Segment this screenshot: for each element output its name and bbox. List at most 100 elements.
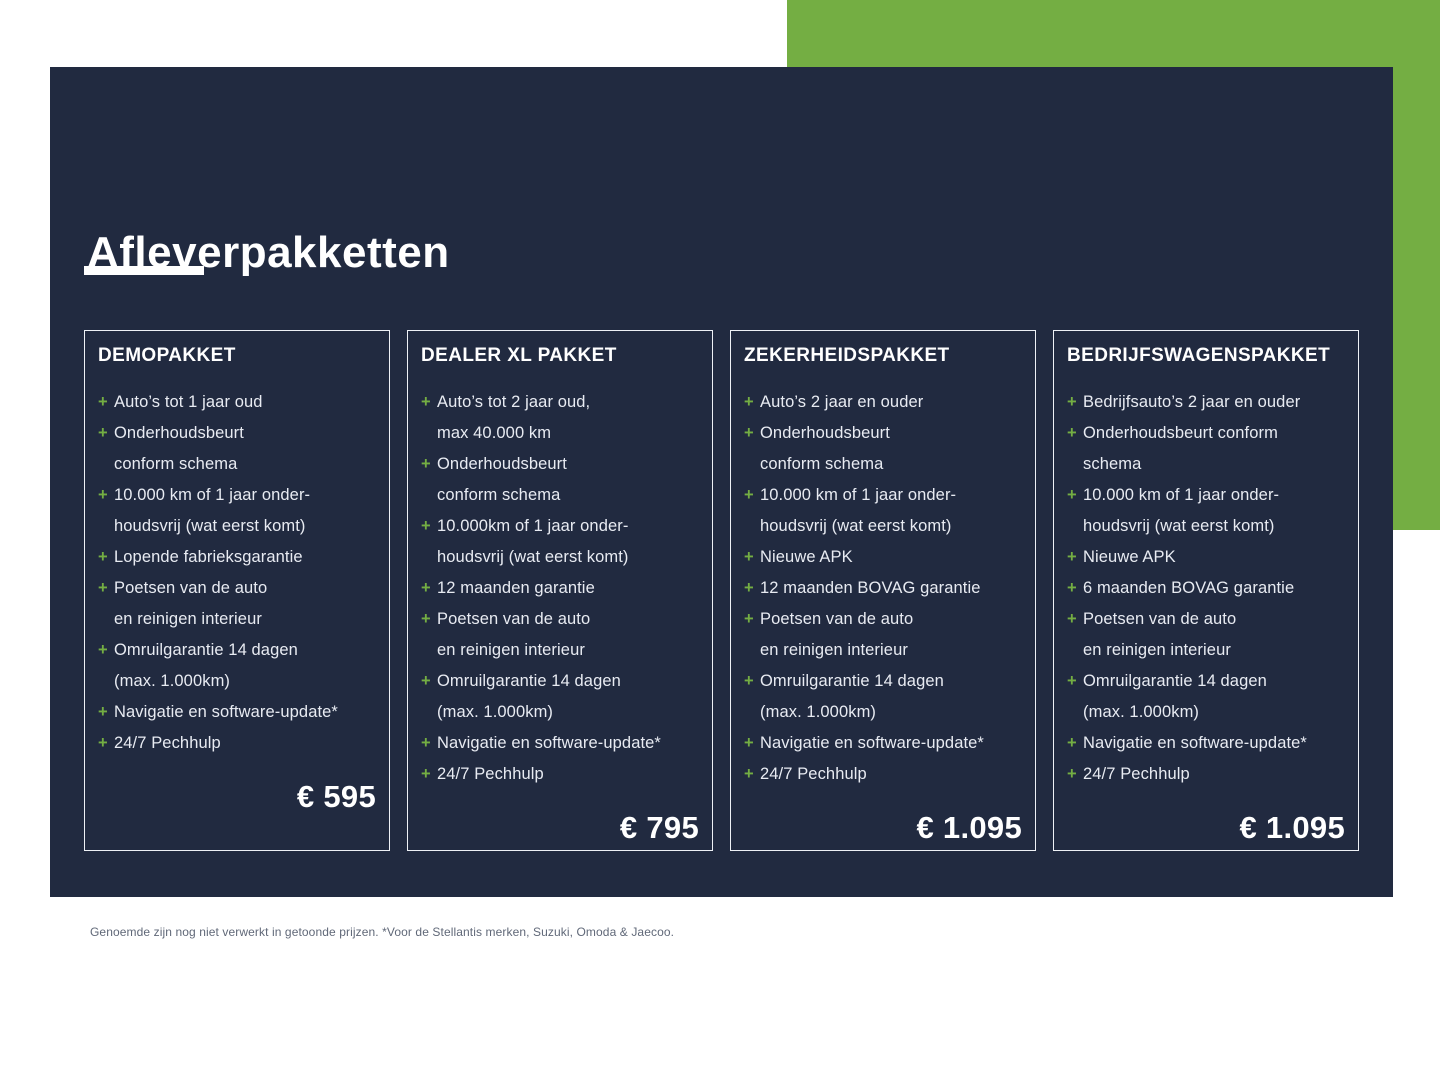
feature-text: Nieuwe APK [760,548,853,566]
feature-item: + Lopende fabrieksgarantie [98,542,376,573]
feature-text: Navigatie en software-update* [114,703,338,721]
plus-icon: + [1067,734,1077,752]
plus-icon: + [98,641,108,659]
plus-icon: + [421,765,431,783]
feature-list: + Bedrijfsauto’s 2 jaar en ouder + Onderho… [1067,387,1345,790]
card-title: ZEKERHEIDSPAKKET [744,345,950,366]
plus-icon: + [1067,610,1077,628]
feature-item: + Onderhoudsbeurt conform schema [421,449,699,511]
feature-text: Poetsen van de auto en reinigen interieu… [1083,610,1237,659]
plus-icon: + [744,424,754,442]
feature-item: +12 maanden BOVAG garantie [744,573,1022,604]
package-card-zekerheidspakket: ZEKERHEIDSPAKKET + Auto’s 2 jaar en ouder… [730,330,1036,851]
plus-icon: + [421,517,431,535]
feature-item: + Navigatie en software-update* [98,697,376,728]
feature-item: + Onderhoudsbeurt conform schema [98,418,376,480]
feature-item: + Omruilgarantie 14 dagen (max. 1.000km) [1067,666,1345,728]
feature-text: Omruilgarantie 14 dagen (max. 1.000km) [437,672,621,721]
feature-item: + Nieuwe APK [744,542,1022,573]
plus-icon: + [98,579,108,597]
feature-text: Auto’s tot 1 jaar oud [114,393,263,411]
feature-item: + Auto’s tot 2 jaar oud, max 40.000 km [421,387,699,449]
footnote: Genoemde zijn nog niet verwerkt in getoo… [90,925,675,939]
feature-text: Nieuwe APK [1083,548,1176,566]
plus-icon: + [1067,765,1077,783]
feature-text: 6 maanden BOVAG garantie [1083,579,1295,597]
plus-icon: + [421,672,431,690]
plus-icon: + [1067,393,1077,411]
package-price: € 595 [296,779,376,814]
feature-item: +24/7 Pechhulp [421,759,699,790]
plus-icon: + [1067,548,1077,566]
feature-item: +6 maanden BOVAG garantie [1067,573,1345,604]
feature-text: 24/7 Pechhulp [1083,765,1190,783]
feature-text: 24/7 Pechhulp [437,765,544,783]
plus-icon: + [421,579,431,597]
title-underline [84,266,204,275]
feature-text: Poetsen van de auto en reinigen interieu… [114,579,268,628]
feature-item: + Poetsen van de auto en reinigen interie… [421,604,699,666]
feature-text: Onderhoudsbeurt conform schema [114,424,244,473]
plus-icon: + [421,610,431,628]
feature-text: Navigatie en software-update* [437,734,661,752]
feature-text: Poetsen van de auto en reinigen interieu… [437,610,591,659]
plus-icon: + [744,672,754,690]
feature-item: + Onderhoudsbeurt conform schema [1067,418,1345,480]
plus-icon: + [98,486,108,504]
feature-item: +12 maanden garantie [421,573,699,604]
package-card-demopakket: DEMOPAKKET + Auto’s tot 1 jaar oud + Onder… [84,330,390,851]
feature-text: Navigatie en software-update* [760,734,984,752]
plus-icon: + [744,393,754,411]
card-title: DEMOPAKKET [98,345,236,366]
package-card-bedrijfswagenspakket: BEDRIJFSWAGENSPAKKET + Bedrijfsauto’s 2 j… [1053,330,1359,851]
feature-text: 10.000 km of 1 jaar onder- houdsvrij (wa… [760,486,957,535]
feature-item: +10.000 km of 1 jaar onder- houdsvrij (w… [98,480,376,542]
feature-item: + Omruilgarantie 14 dagen (max. 1.000km) [98,635,376,697]
package-card-dealer-xl-pakket: DEALER XL PAKKET + Auto’s tot 2 jaar oud,… [407,330,713,851]
feature-item: +24/7 Pechhulp [744,759,1022,790]
plus-icon: + [421,455,431,473]
content-panel: Afleverpakketten DEMOPAKKET + Auto’s tot … [50,67,1393,897]
feature-text: Onderhoudsbeurt conform schema [760,424,890,473]
feature-text: 24/7 Pechhulp [114,734,221,752]
feature-text: 12 maanden garantie [437,579,595,597]
feature-text: 10.000 km of 1 jaar onder- houdsvrij (wa… [1083,486,1280,535]
package-price: € 1.095 [916,810,1022,845]
feature-text: Navigatie en software-update* [1083,734,1307,752]
plus-icon: + [98,393,108,411]
feature-item: + Auto’s tot 1 jaar oud [98,387,376,418]
plus-icon: + [98,424,108,442]
feature-item: + Omruilgarantie 14 dagen (max. 1.000km) [744,666,1022,728]
plus-icon: + [1067,486,1077,504]
plus-icon: + [421,393,431,411]
feature-item: +24/7 Pechhulp [1067,759,1345,790]
plus-icon: + [744,765,754,783]
feature-text: Omruilgarantie 14 dagen (max. 1.000km) [760,672,944,721]
feature-text: 12 maanden BOVAG garantie [760,579,981,597]
feature-item: + Navigatie en software-update* [744,728,1022,759]
plus-icon: + [1067,672,1077,690]
feature-item: + Poetsen van de auto en reinigen interie… [744,604,1022,666]
plus-icon: + [744,486,754,504]
plus-icon: + [98,734,108,752]
feature-text: Omruilgarantie 14 dagen (max. 1.000km) [1083,672,1267,721]
feature-item: + Onderhoudsbeurt conform schema [744,418,1022,480]
plus-icon: + [1067,579,1077,597]
plus-icon: + [744,734,754,752]
package-price: € 1.095 [1239,810,1345,845]
feature-text: 24/7 Pechhulp [760,765,867,783]
card-title: DEALER XL PAKKET [421,345,617,366]
feature-item: + Navigatie en software-update* [1067,728,1345,759]
feature-item: +10.000 km of 1 jaar onder- houdsvrij (w… [744,480,1022,542]
feature-item: +10.000 km of 1 jaar onder- houdsvrij (w… [1067,480,1345,542]
feature-item: + Bedrijfsauto’s 2 jaar en ouder [1067,387,1345,418]
feature-text: 10.000km of 1 jaar onder- houdsvrij (wat… [437,517,629,566]
feature-text: Poetsen van de auto en reinigen interieu… [760,610,914,659]
plus-icon: + [98,548,108,566]
feature-text: Lopende fabrieksgarantie [114,548,303,566]
feature-text: Omruilgarantie 14 dagen (max. 1.000km) [114,641,298,690]
feature-item: + Auto’s 2 jaar en ouder [744,387,1022,418]
feature-text: Bedrijfsauto’s 2 jaar en ouder [1083,393,1301,411]
plus-icon: + [744,579,754,597]
feature-item: + Nieuwe APK [1067,542,1345,573]
